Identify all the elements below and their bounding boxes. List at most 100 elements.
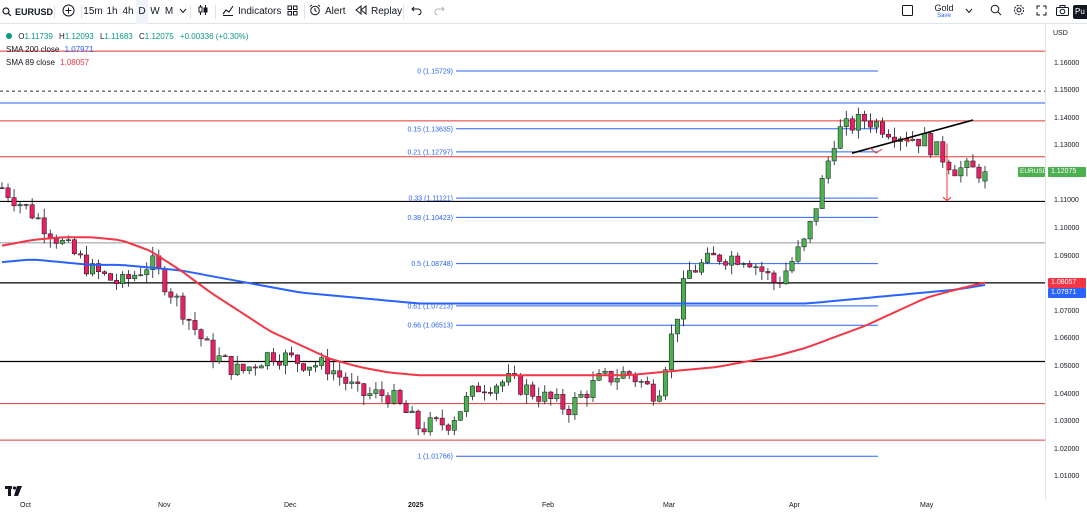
candle <box>307 366 313 377</box>
arrowhead-drawing <box>942 196 952 202</box>
candle-body <box>162 268 168 293</box>
price-tick-label: 1.11000 <box>1054 197 1079 205</box>
candle <box>367 387 373 400</box>
price-axis[interactable]: USD 1.160001.150001.140001.130001.120001… <box>1045 25 1087 500</box>
symbol-search[interactable]: EURUSD <box>0 0 54 24</box>
quick-search-button[interactable] <box>985 0 1007 24</box>
candle <box>258 364 264 369</box>
candle-body <box>71 239 77 255</box>
candle-body <box>572 396 578 416</box>
undo-button[interactable] <box>404 0 428 24</box>
chart-pane[interactable]: 0 (1.15729) 0.15 (1.13635) 0.21 (1.12797) 0… <box>0 25 1045 500</box>
interval-dropdown[interactable] <box>176 0 190 24</box>
sma200-legend-row[interactable]: SMA 200 close 1.07971 <box>6 43 248 56</box>
candle <box>228 356 234 380</box>
candle-body <box>5 187 11 198</box>
candle <box>536 387 542 408</box>
publish-button[interactable]: Pu <box>1073 4 1087 19</box>
arrow-down-drawing <box>869 147 883 154</box>
candle-body <box>500 381 505 387</box>
candle <box>578 390 584 399</box>
interval-m[interactable]: M <box>162 0 176 24</box>
candle-body <box>518 374 524 395</box>
candle <box>693 264 698 273</box>
candle-body <box>705 252 711 263</box>
candle-body <box>867 120 873 128</box>
candle-body <box>656 395 662 402</box>
price-chart[interactable]: 0 (1.15729) 0.15 (1.13635) 0.21 (1.12797) 0… <box>0 25 1045 500</box>
arrow-down-drawing <box>902 137 914 143</box>
candle <box>554 388 560 402</box>
candle <box>427 411 433 436</box>
interval-w[interactable]: W <box>148 0 162 24</box>
layout-menu-button[interactable] <box>959 0 979 24</box>
candle-body <box>723 261 729 266</box>
compare-button[interactable] <box>55 0 81 24</box>
candle-body <box>638 381 644 383</box>
sma200-label: SMA 200 close <box>6 45 60 54</box>
sma89-legend-row[interactable]: SMA 89 close 1.08057 <box>6 56 248 69</box>
candle <box>174 293 180 307</box>
snapshot-button[interactable] <box>1051 0 1073 24</box>
layout-name: Gold <box>934 3 954 13</box>
candle <box>566 405 572 423</box>
open-label: O <box>18 32 25 41</box>
candle <box>216 347 222 364</box>
candle-body <box>590 380 596 398</box>
grid-icon <box>287 5 298 19</box>
candle-body <box>934 141 940 156</box>
candle-body <box>120 274 126 285</box>
close-value: 1.12075 <box>144 32 174 41</box>
candle <box>560 388 566 415</box>
interval-1h[interactable]: 1h <box>104 0 120 24</box>
candle <box>747 260 753 268</box>
interval-15m[interactable]: 15m <box>82 0 104 24</box>
candle-body <box>759 266 765 272</box>
layout-name-button[interactable]: Gold Save <box>929 0 959 24</box>
candle <box>705 247 711 265</box>
candle <box>723 259 729 270</box>
interval-4h[interactable]: 4h <box>120 0 136 24</box>
candle <box>29 198 35 220</box>
price-tick-label: 1.03000 <box>1054 418 1080 426</box>
indicators-button[interactable]: Indicators <box>216 0 281 24</box>
candle-body <box>855 114 861 131</box>
candle-body <box>729 255 735 266</box>
tradingview-logo[interactable] <box>5 483 23 496</box>
candle-body <box>23 204 29 206</box>
candle <box>934 141 940 156</box>
candle-body <box>59 239 65 244</box>
candle <box>699 259 705 276</box>
currency-label[interactable]: USD <box>1053 30 1068 37</box>
candle-body <box>958 167 964 177</box>
candle-body <box>475 385 481 393</box>
candle-body <box>186 319 192 321</box>
candle <box>482 384 487 401</box>
replay-button[interactable]: Replay <box>351 0 403 24</box>
chart-type-button[interactable] <box>191 0 215 24</box>
candle-body <box>717 254 723 262</box>
interval-d[interactable]: D <box>136 0 148 24</box>
layout-button[interactable] <box>899 0 915 24</box>
fullscreen-button[interactable] <box>1031 0 1051 24</box>
candle <box>385 392 391 408</box>
change-value: +0.00336 (+0.30%) <box>179 32 249 41</box>
candle-body <box>536 396 542 402</box>
candle <box>343 372 349 391</box>
candle-body <box>970 160 976 168</box>
candle <box>463 391 469 417</box>
price-tick-label: 1.16000 <box>1054 59 1080 67</box>
divider <box>190 4 191 19</box>
settings-button[interactable] <box>1007 0 1031 24</box>
candle-body <box>168 291 174 298</box>
candle-body <box>813 208 819 222</box>
candle-body <box>548 391 554 400</box>
undo-icon <box>410 6 422 18</box>
candle <box>765 267 771 281</box>
redo-button[interactable] <box>428 0 450 24</box>
candle-body <box>264 352 270 367</box>
time-axis[interactable]: Oct Nov Dec 2025 Feb Mar Apr May <box>0 500 1045 513</box>
templates-button[interactable] <box>280 0 304 24</box>
alert-button[interactable]: Alert <box>305 0 351 24</box>
candle <box>295 354 300 373</box>
